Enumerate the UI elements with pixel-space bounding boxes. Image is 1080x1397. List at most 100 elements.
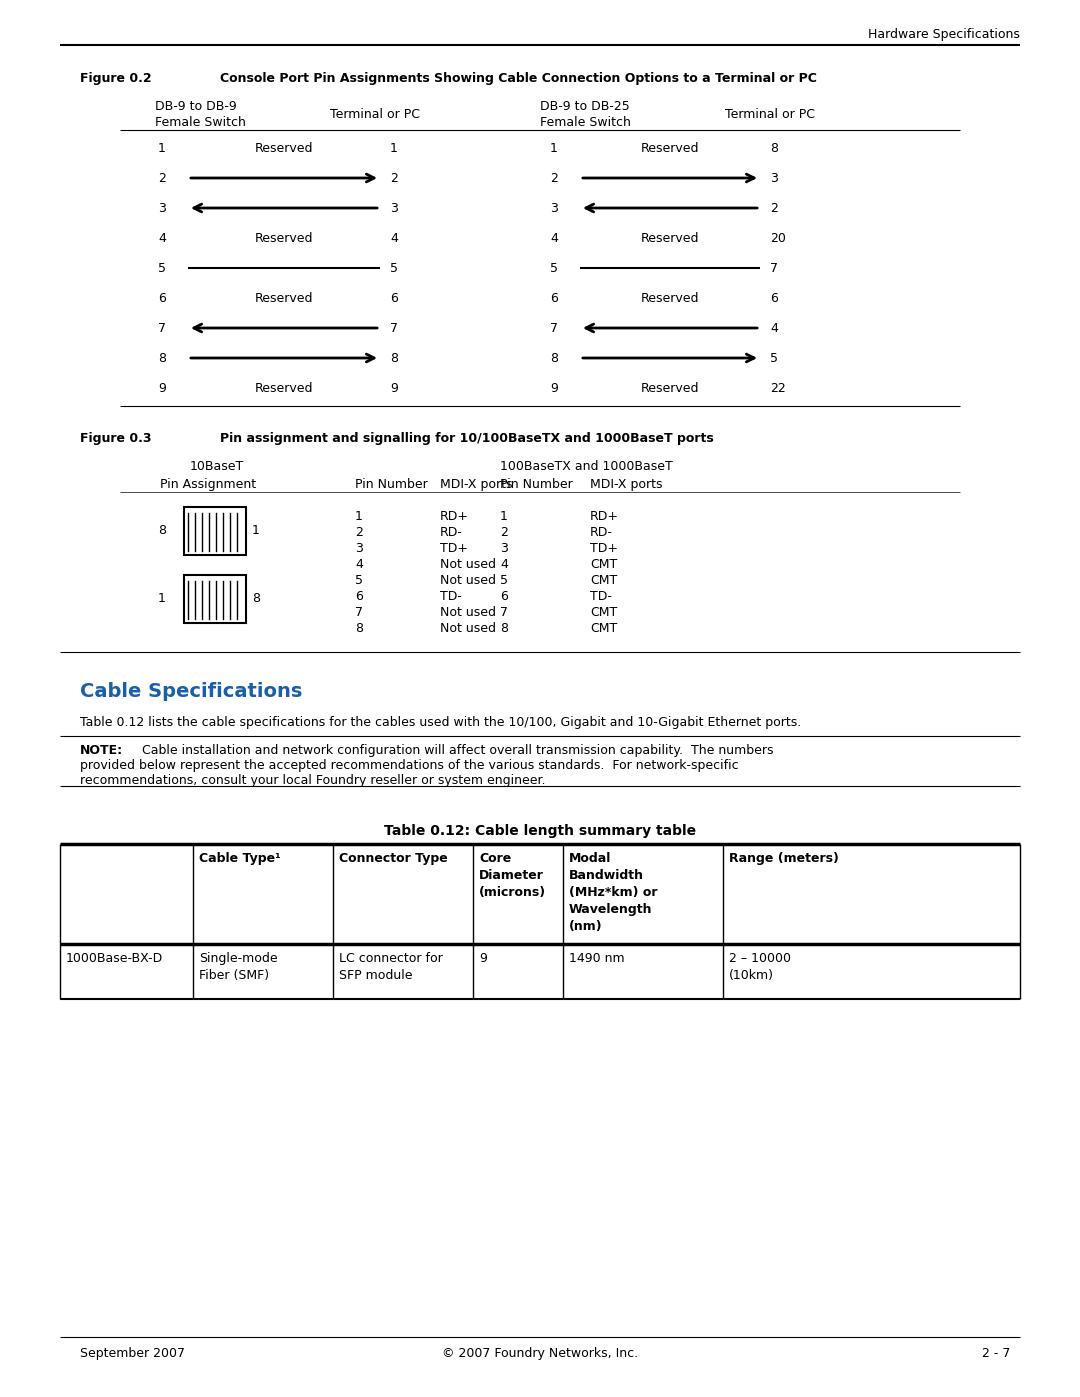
Text: 1000Base-BX-D: 1000Base-BX-D xyxy=(66,951,163,965)
Text: 6: 6 xyxy=(390,292,397,305)
Text: 2: 2 xyxy=(500,527,508,539)
Text: RD-: RD- xyxy=(590,527,612,539)
Text: Not used: Not used xyxy=(440,574,496,587)
Text: CMT: CMT xyxy=(590,557,618,571)
Text: 7: 7 xyxy=(550,321,558,334)
Text: 3: 3 xyxy=(770,172,778,184)
Text: Hardware Specifications: Hardware Specifications xyxy=(868,28,1020,41)
Text: Figure 0.2: Figure 0.2 xyxy=(80,73,151,85)
Text: Pin assignment and signalling for 10/100BaseTX and 1000BaseT ports: Pin assignment and signalling for 10/100… xyxy=(220,432,714,446)
Text: Reserved: Reserved xyxy=(640,232,699,244)
Text: 5: 5 xyxy=(550,261,558,274)
Text: 8: 8 xyxy=(390,352,399,365)
Text: Core
Diameter
(microns): Core Diameter (microns) xyxy=(480,852,546,900)
Text: Reserved: Reserved xyxy=(640,381,699,394)
Text: 8: 8 xyxy=(770,141,778,155)
Text: 5: 5 xyxy=(500,574,508,587)
Text: DB-9 to DB-25: DB-9 to DB-25 xyxy=(540,101,630,113)
Text: 3: 3 xyxy=(390,201,397,215)
Text: Reserved: Reserved xyxy=(255,141,313,155)
Text: Terminal or PC: Terminal or PC xyxy=(330,108,420,122)
Text: TD-: TD- xyxy=(440,590,462,604)
Text: 7: 7 xyxy=(390,321,399,334)
Text: 2: 2 xyxy=(770,201,778,215)
Text: 3: 3 xyxy=(158,201,166,215)
Text: © 2007 Foundry Networks, Inc.: © 2007 Foundry Networks, Inc. xyxy=(442,1347,638,1361)
Text: 2: 2 xyxy=(355,527,363,539)
Text: provided below represent the accepted recommendations of the various standards. : provided below represent the accepted re… xyxy=(80,759,739,773)
Text: MDI-X ports: MDI-X ports xyxy=(590,478,662,490)
Text: Reserved: Reserved xyxy=(255,292,313,305)
Text: 100BaseTX and 1000BaseT: 100BaseTX and 1000BaseT xyxy=(500,460,673,474)
Text: Female Switch: Female Switch xyxy=(156,116,246,129)
Text: 2: 2 xyxy=(158,172,166,184)
Text: RD+: RD+ xyxy=(440,510,469,522)
Text: TD+: TD+ xyxy=(440,542,468,555)
Text: 1: 1 xyxy=(252,524,260,538)
Text: MDI-X ports: MDI-X ports xyxy=(440,478,513,490)
Text: RD+: RD+ xyxy=(590,510,619,522)
Text: 5: 5 xyxy=(770,352,778,365)
Text: 9: 9 xyxy=(158,381,166,394)
Text: Reserved: Reserved xyxy=(640,141,699,155)
Text: Reserved: Reserved xyxy=(255,381,313,394)
Text: 2: 2 xyxy=(550,172,558,184)
Text: 1: 1 xyxy=(158,592,166,605)
Text: recommendations, consult your local Foundry reseller or system engineer.: recommendations, consult your local Foun… xyxy=(80,774,545,787)
Text: Female Switch: Female Switch xyxy=(540,116,631,129)
Text: Connector Type: Connector Type xyxy=(339,852,448,865)
Text: 4: 4 xyxy=(550,232,558,244)
Text: 1: 1 xyxy=(550,141,558,155)
Text: 1: 1 xyxy=(390,141,397,155)
Text: Range (meters): Range (meters) xyxy=(729,852,839,865)
Text: 7: 7 xyxy=(500,606,508,619)
Text: 6: 6 xyxy=(770,292,778,305)
Text: September 2007: September 2007 xyxy=(80,1347,185,1361)
Text: 8: 8 xyxy=(252,592,260,605)
Text: Reserved: Reserved xyxy=(640,292,699,305)
Text: Cable installation and network configuration will affect overall transmission ca: Cable installation and network configura… xyxy=(130,745,773,757)
Text: 4: 4 xyxy=(770,321,778,334)
Text: 8: 8 xyxy=(550,352,558,365)
Text: 2: 2 xyxy=(390,172,397,184)
Text: CMT: CMT xyxy=(590,574,618,587)
Text: Terminal or PC: Terminal or PC xyxy=(725,108,815,122)
Text: RD-: RD- xyxy=(440,527,463,539)
Text: 4: 4 xyxy=(158,232,166,244)
Text: LC connector for
SFP module: LC connector for SFP module xyxy=(339,951,443,982)
Text: 6: 6 xyxy=(500,590,508,604)
Text: 2 – 10000
(10km): 2 – 10000 (10km) xyxy=(729,951,791,982)
Text: CMT: CMT xyxy=(590,622,618,636)
Text: TD-: TD- xyxy=(590,590,612,604)
Text: Pin Number: Pin Number xyxy=(355,478,428,490)
Text: Cable Specifications: Cable Specifications xyxy=(80,682,302,701)
Text: Not used: Not used xyxy=(440,606,496,619)
Text: Pin Assignment: Pin Assignment xyxy=(160,478,256,490)
Text: 22: 22 xyxy=(770,381,786,394)
Text: 9: 9 xyxy=(480,951,487,965)
Text: 5: 5 xyxy=(355,574,363,587)
Text: Table 0.12 lists the cable specifications for the cables used with the 10/100, G: Table 0.12 lists the cable specification… xyxy=(80,717,801,729)
Text: 4: 4 xyxy=(355,557,363,571)
Text: 3: 3 xyxy=(550,201,558,215)
Text: Reserved: Reserved xyxy=(255,232,313,244)
Text: 8: 8 xyxy=(355,622,363,636)
Text: 5: 5 xyxy=(158,261,166,274)
Text: 5: 5 xyxy=(390,261,399,274)
Text: 8: 8 xyxy=(158,352,166,365)
Text: 6: 6 xyxy=(158,292,166,305)
Text: 20: 20 xyxy=(770,232,786,244)
Text: 1: 1 xyxy=(158,141,166,155)
Text: Single-mode
Fiber (SMF): Single-mode Fiber (SMF) xyxy=(199,951,278,982)
Text: CMT: CMT xyxy=(590,606,618,619)
Text: Not used: Not used xyxy=(440,622,496,636)
Text: Console Port Pin Assignments Showing Cable Connection Options to a Terminal or P: Console Port Pin Assignments Showing Cab… xyxy=(220,73,816,85)
Text: Figure 0.3: Figure 0.3 xyxy=(80,432,151,446)
Text: 2 - 7: 2 - 7 xyxy=(982,1347,1010,1361)
Text: Not used: Not used xyxy=(440,557,496,571)
Text: 8: 8 xyxy=(158,524,166,538)
Text: 1: 1 xyxy=(355,510,363,522)
Text: 9: 9 xyxy=(390,381,397,394)
Text: TD+: TD+ xyxy=(590,542,618,555)
Text: 9: 9 xyxy=(550,381,558,394)
